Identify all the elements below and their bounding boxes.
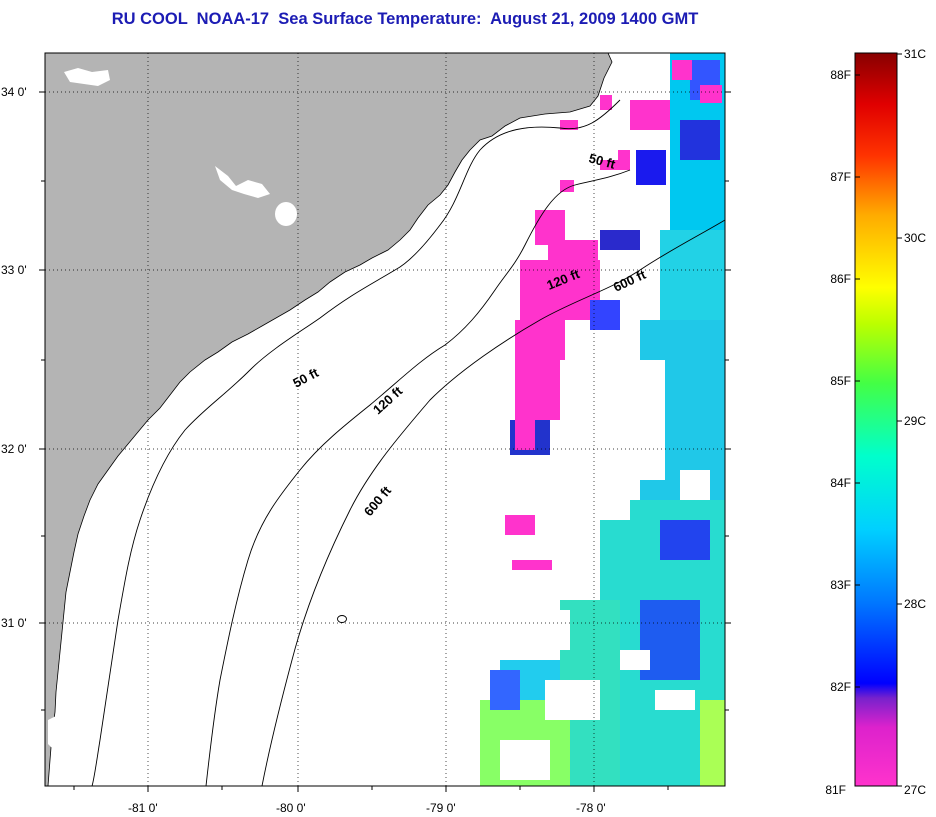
colorbar-label-28c: 28C xyxy=(904,597,926,611)
colorbar-label-88f: 88F xyxy=(830,68,851,82)
lat-label-33: 33 0' xyxy=(1,263,27,277)
colorbar-label-87f: 87F xyxy=(830,170,851,184)
axis-ticks xyxy=(39,91,731,792)
colorbar-label-81f: 81F xyxy=(825,783,846,797)
inland-water-3 xyxy=(275,202,297,226)
land-mass xyxy=(45,53,613,786)
colorbar-label-82f: 82F xyxy=(830,680,851,694)
inland-water-1 xyxy=(64,68,110,86)
map-title: RU COOL NOAA-17 Sea Surface Temperature:… xyxy=(111,10,699,28)
contour-120ft xyxy=(205,169,631,786)
seamount-contour xyxy=(337,615,347,623)
lon-label-78: -78 0' xyxy=(576,801,606,815)
contour-600ft xyxy=(261,219,725,786)
colorbar-label-85f: 85F xyxy=(830,374,851,388)
colorbar xyxy=(854,52,898,787)
colorbar-ticks xyxy=(855,53,902,787)
inland-water-2 xyxy=(215,166,270,198)
colorbar-label-31c: 31C xyxy=(904,47,926,61)
contour-50ft xyxy=(91,99,621,786)
lat-label-31: 31 0' xyxy=(1,616,27,630)
lon-label-80: -80 0' xyxy=(276,801,306,815)
depth-contours xyxy=(91,99,725,786)
lat-label-32: 32 0' xyxy=(1,442,27,456)
graticule xyxy=(45,53,725,786)
inland-water-4 xyxy=(48,716,58,748)
contour-label-50ft-north: 50 ft xyxy=(587,150,617,172)
lat-label-34: 34 0' xyxy=(1,85,27,99)
colorbar-label-27c: 27C xyxy=(904,783,926,797)
colorbar-label-83f: 83F xyxy=(830,578,851,592)
map-plot-area xyxy=(45,53,725,786)
lon-label-79: -79 0' xyxy=(426,801,456,815)
colorbar-label-29c: 29C xyxy=(904,414,926,428)
colorbar-label-84f: 84F xyxy=(830,476,851,490)
colorbar-label-30c: 30C xyxy=(904,231,926,245)
colorbar-label-86f: 86F xyxy=(830,272,851,286)
sst-data-layer xyxy=(480,53,725,786)
map-frame xyxy=(44,52,726,787)
lon-label-81: -81 0' xyxy=(128,801,158,815)
